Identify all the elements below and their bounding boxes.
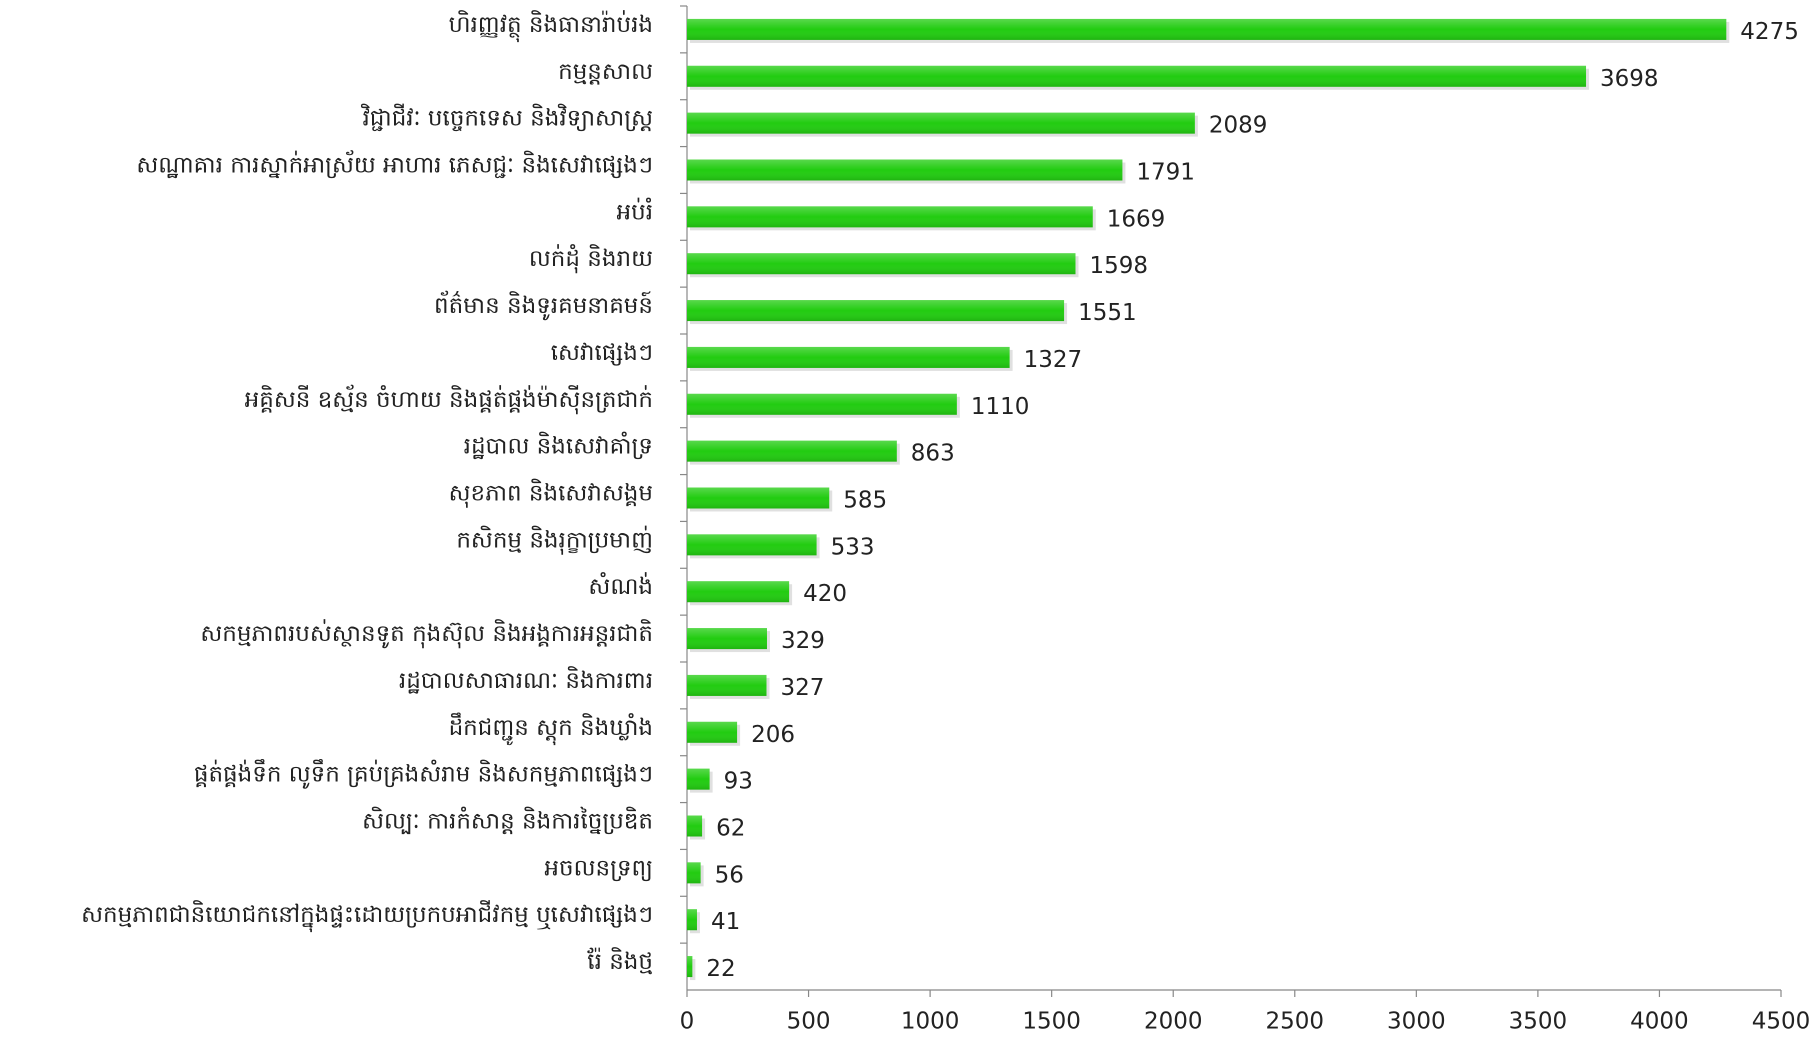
x-tick-label: 1000 bbox=[901, 1009, 960, 1034]
value-label: 863 bbox=[911, 441, 955, 467]
value-label: 329 bbox=[781, 628, 825, 654]
y-tick-label: កសិកម្ម និងរុក្ខាប្រមាញ់ bbox=[456, 525, 653, 555]
bar-shine bbox=[687, 721, 738, 743]
y-tick-label: រ៉ែ និងថ្ម bbox=[587, 947, 653, 975]
bar-shine bbox=[687, 18, 1727, 40]
y-tick-label: រដ្ឋបាលសាធារណៈ និងការពារ bbox=[399, 666, 653, 694]
value-label: 327 bbox=[780, 675, 824, 701]
x-tick-label: 2500 bbox=[1266, 1009, 1325, 1034]
bar-shine bbox=[687, 815, 703, 837]
y-tick-label: អចលនទ្រព្យ bbox=[544, 855, 653, 881]
y-tick-label: សិល្បៈ ការកំសាន្ត និងការច្នៃប្រឌិត bbox=[362, 807, 653, 835]
value-label: 420 bbox=[803, 581, 847, 607]
x-tick-label: 2000 bbox=[1144, 1009, 1203, 1034]
value-label: 585 bbox=[843, 488, 887, 514]
y-tick-label: សំណង់ bbox=[588, 572, 653, 600]
bar-shine bbox=[687, 112, 1195, 134]
y-tick-label: ផ្គត់ផ្គង់ទឹក លូទឹក គ្រប់គ្រងសំរាម និងសក… bbox=[194, 759, 653, 790]
bar-shine bbox=[687, 159, 1123, 181]
y-tick-label: អគ្គិសនី ឧស្ម័ន ចំហាយ និងផ្គត់ផ្គង់ម៉ាស៊… bbox=[245, 384, 653, 415]
bar-shine bbox=[687, 768, 710, 790]
y-tick-label: កម្មន្តសាល bbox=[558, 59, 653, 85]
bar-shine bbox=[687, 674, 767, 696]
value-label: 1598 bbox=[1089, 253, 1148, 279]
bar-shine bbox=[687, 346, 1010, 368]
value-label: 3698 bbox=[1600, 66, 1659, 92]
y-tick-label: លក់ដុំ និងរាយ bbox=[529, 244, 653, 274]
value-label: 62 bbox=[716, 816, 745, 842]
y-tick-label: វិជ្ជាជីវៈ បច្ចេកទេស និងវិទ្យាសាស្ត្រ bbox=[361, 104, 653, 132]
y-tick-label: ព័ត៌មាន និងទូរគមនាគមន៍ bbox=[434, 290, 653, 321]
value-label: 533 bbox=[831, 534, 875, 560]
value-label: 206 bbox=[751, 722, 795, 748]
value-label: 1551 bbox=[1078, 300, 1137, 326]
y-tick-label: រដ្ឋបាល និងសេវាគាំទ្រ bbox=[464, 432, 653, 460]
value-label: 93 bbox=[724, 769, 753, 795]
value-label: 1791 bbox=[1136, 160, 1195, 186]
value-label: 56 bbox=[715, 862, 744, 888]
y-tick-label: អប់រំ bbox=[617, 197, 654, 225]
bar-shadow bbox=[690, 959, 696, 981]
x-tick-label: 4000 bbox=[1630, 1009, 1689, 1034]
x-tick-label: 500 bbox=[787, 1009, 831, 1034]
value-label: 1669 bbox=[1107, 206, 1166, 232]
y-tick-label: សកម្មភាពជានិយោជកនៅក្នុងផ្ទះដោយប្រកបអាជីវ… bbox=[81, 900, 653, 933]
bar-shine bbox=[687, 628, 767, 650]
value-label: 41 bbox=[711, 909, 740, 935]
bar-shine bbox=[687, 300, 1065, 322]
bar-shine bbox=[687, 534, 817, 556]
value-label: 1327 bbox=[1024, 347, 1083, 373]
y-tick-label: សកម្មភាពរបស់ស្ថានទូត កុងស៊ុល និងអង្គការអ… bbox=[200, 619, 653, 649]
bar-shine bbox=[687, 65, 1587, 87]
x-tick-label: 3500 bbox=[1509, 1009, 1568, 1034]
y-tick-label: សេវាផ្សេងៗ bbox=[551, 340, 653, 366]
x-tick-label: 3000 bbox=[1387, 1009, 1446, 1034]
bar-shine bbox=[687, 206, 1093, 228]
x-tick-label: 1500 bbox=[1022, 1009, 1081, 1034]
value-label: 22 bbox=[706, 956, 735, 982]
bar-shine bbox=[687, 862, 701, 884]
x-tick-label: 4500 bbox=[1752, 1009, 1811, 1034]
y-tick-label: សុខភាព និងសេវាសង្គម bbox=[449, 479, 653, 509]
bar-shine bbox=[687, 487, 830, 509]
bar-shine bbox=[687, 956, 693, 978]
y-tick-label: ដឹកជញ្ជូន ស្តុក និងឃ្លាំង bbox=[449, 712, 653, 746]
value-label: 4275 bbox=[1740, 19, 1799, 45]
x-tick-label: 0 bbox=[680, 1009, 695, 1034]
bar-shine bbox=[687, 440, 897, 462]
bar-shine bbox=[687, 909, 697, 931]
value-label: 1110 bbox=[971, 394, 1030, 420]
bar-shine bbox=[687, 253, 1076, 275]
value-label: 2089 bbox=[1209, 113, 1268, 139]
y-tick-label: ហិរញ្ញវត្ថុ និងធានារ៉ាប់រង bbox=[449, 10, 653, 43]
y-tick-label: សណ្ឋាគារ ការស្នាក់អាស្រ័យ អាហារ ភេសជ្ជៈ … bbox=[136, 150, 653, 179]
bar-shine bbox=[687, 393, 957, 415]
bar-shine bbox=[687, 581, 790, 603]
